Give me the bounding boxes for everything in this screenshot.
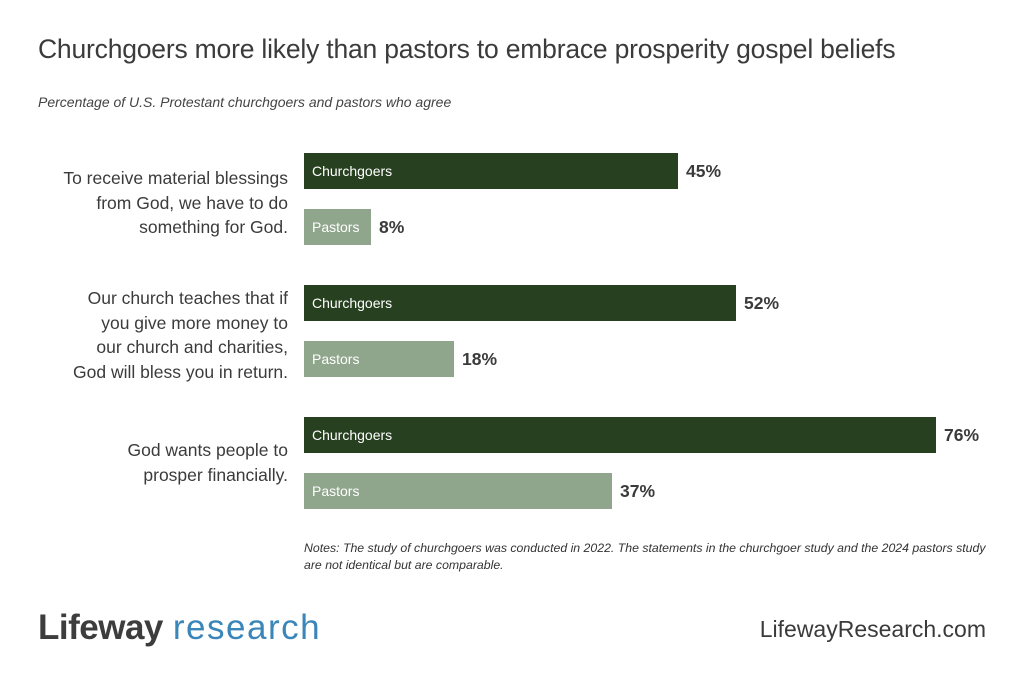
logo-lifeway: Lifeway (38, 608, 163, 647)
category-label-line: God wants people to (127, 440, 288, 460)
category-label-line: God will bless you in return. (73, 361, 288, 382)
bar-pastors: Pastors (304, 341, 454, 377)
bar-series-label: Churchgoers (312, 427, 393, 443)
data-label: 8% (379, 217, 405, 237)
bar-pastors: Pastors (304, 473, 612, 509)
bar-pastors: Pastors (304, 209, 371, 245)
category-label-line: To receive material blessings (63, 168, 288, 188)
data-label: 52% (744, 293, 780, 313)
chart-notes: Notes: The study of churchgoers was cond… (304, 541, 986, 572)
category-label-line: our church and charities, (96, 337, 288, 357)
category-label: Our church teaches that if you give more … (18, 286, 288, 384)
category-label-line: Our church teaches that if (87, 288, 288, 308)
website-url[interactable]: LifewayResearch.com (759, 616, 986, 642)
category-label-line: from God, we have to do (96, 192, 288, 213)
category-label-line: you give more money to (101, 312, 288, 333)
data-label: 76% (944, 425, 980, 445)
data-label: 18% (462, 349, 498, 369)
category-label: To receive material blessings from God, w… (18, 166, 288, 240)
category-label: God wants people to prosper financially. (18, 438, 288, 487)
category-label-line: something for God. (139, 217, 288, 237)
logo-research: research (172, 608, 322, 647)
bar-churchgoers: Churchgoers (304, 285, 736, 321)
data-label: 37% (620, 481, 656, 501)
bar-series-label: Pastors (312, 219, 360, 235)
chart-title: Churchgoers more likely than pastors to … (38, 34, 896, 64)
bar-series-label: Pastors (312, 351, 360, 367)
data-label: 45% (686, 161, 722, 181)
lifeway-research-logo: Lifeway research (38, 606, 321, 650)
bar-churchgoers: Churchgoers (304, 417, 936, 453)
bar-series-label: Churchgoers (312, 163, 393, 179)
bar-series-label: Pastors (312, 483, 360, 499)
category-label-line: prosper financially. (143, 464, 288, 485)
bar-series-label: Churchgoers (312, 295, 393, 311)
bar-churchgoers: Churchgoers (304, 153, 678, 189)
chart-subtitle: Percentage of U.S. Protestant churchgoer… (38, 94, 452, 110)
